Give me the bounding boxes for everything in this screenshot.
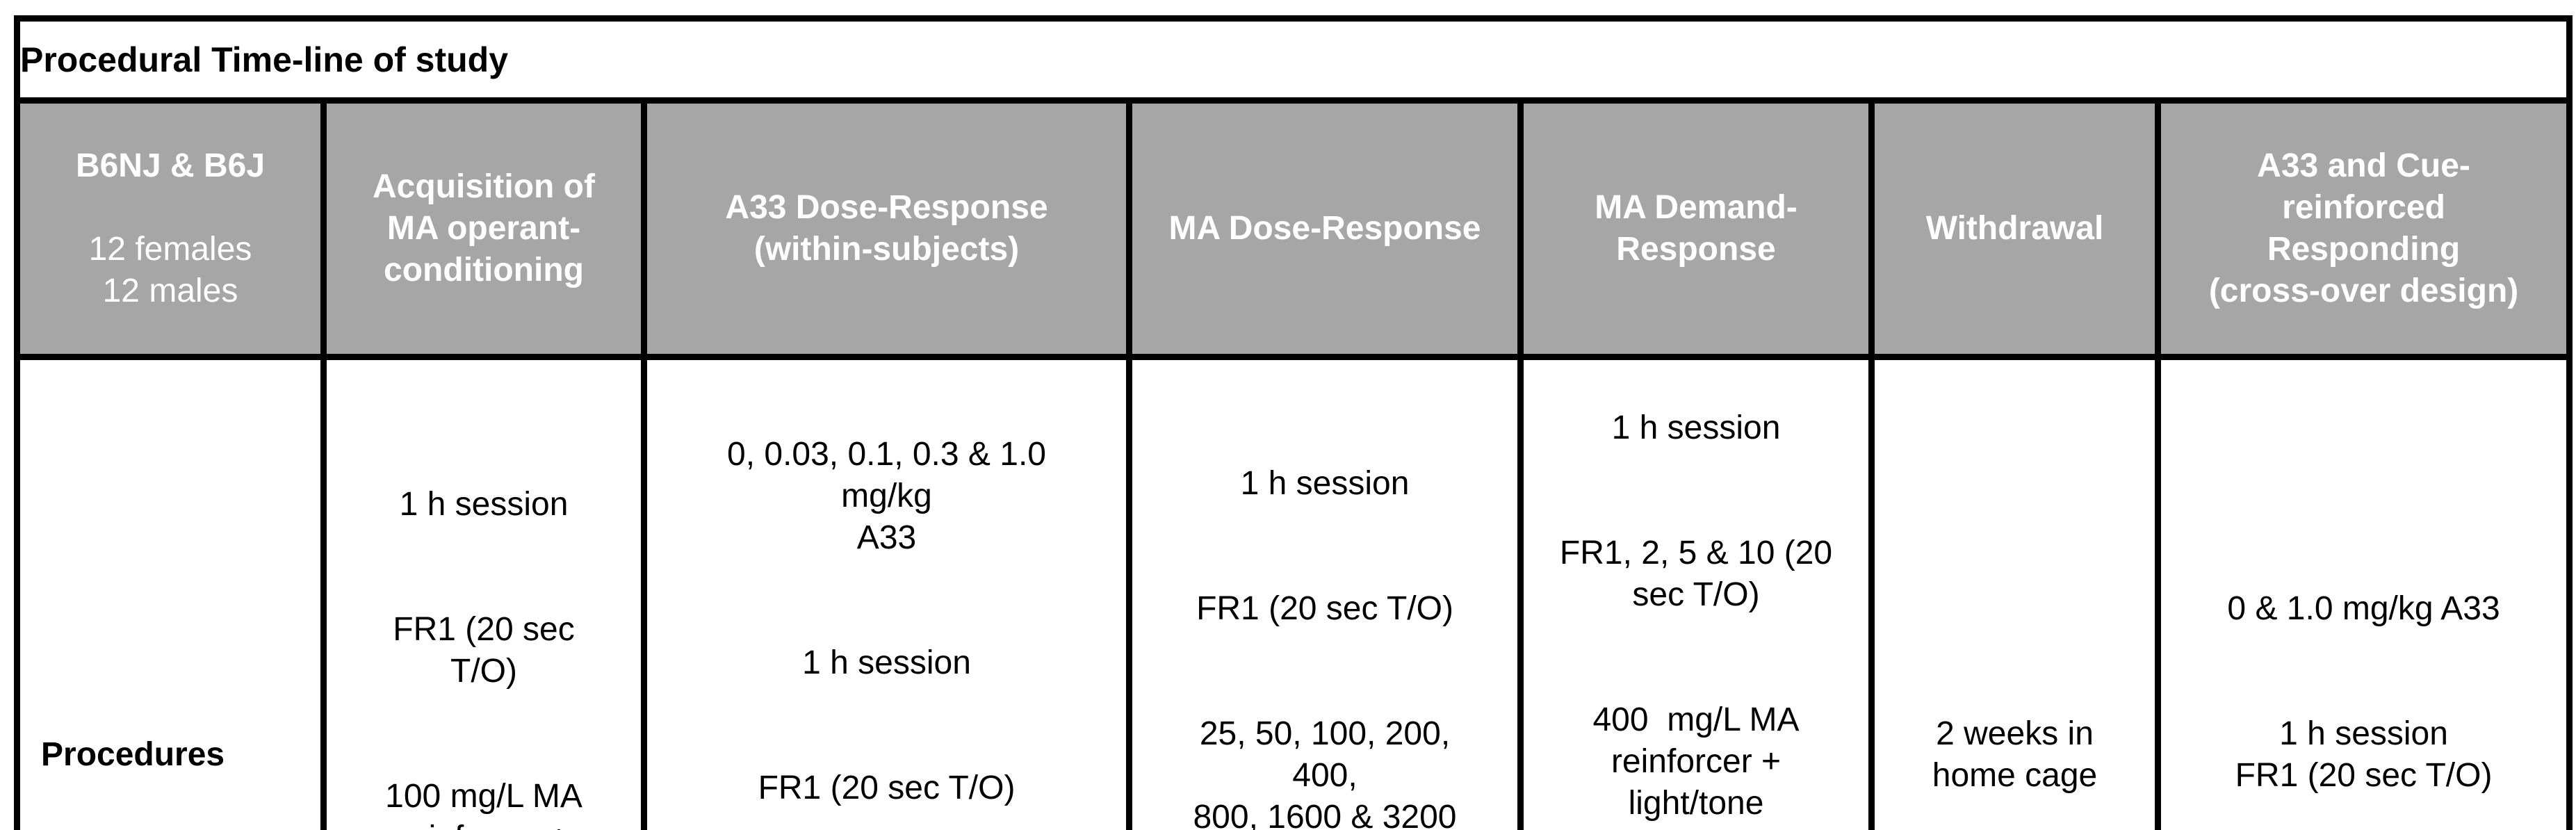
procedures-cell-a33-dose-response: 0, 0.03, 0.1, 0.3 & 1.0 mg/kg A33 1 h se… bbox=[641, 354, 1132, 830]
procedure-line: FR1 (20 sec T/O) bbox=[393, 611, 575, 690]
header-cell-ma-dose-response: MA Dose-Response bbox=[1126, 97, 1524, 360]
header-cell-a33-dose-response: A33 Dose-Response (within-subjects) bbox=[641, 97, 1132, 360]
procedure-line: 0, 0.03, 0.1, 0.3 & 1.0 mg/kg A33 bbox=[727, 436, 1046, 556]
header-cell-acquisition: Acquisition of MA operant- conditioning bbox=[320, 97, 647, 360]
procedure-line: FR1 (20 sec T/O) bbox=[1196, 590, 1453, 627]
table-title: Procedural Time-line of study bbox=[13, 15, 2573, 104]
procedure-line: 2 weeks in home cage bbox=[1932, 715, 2098, 794]
procedure-line: FR1 (20 sec T/O) bbox=[758, 770, 1016, 806]
procedure-line: 1 h session bbox=[1240, 465, 1410, 502]
procedure-line: 0 & 1.0 mg/kg A33 bbox=[2227, 590, 2500, 627]
procedures-cell-acquisition: 1 h session FR1 (20 sec T/O) 100 mg/L MA… bbox=[320, 354, 647, 830]
header-cell-ma-demand-response: MA Demand- Response bbox=[1517, 97, 1875, 360]
procedures-cell-ma-demand-response: 1 h session FR1, 2, 5 & 10 (20 sec T/O) … bbox=[1517, 354, 1875, 830]
header-row: B6NJ & B6J 12 females 12 males Acquisiti… bbox=[14, 97, 2573, 360]
cohort-strains: B6NJ & B6J bbox=[75, 147, 266, 184]
cohort-counts: 12 females 12 males bbox=[88, 231, 252, 309]
header-cell-a33-cue-responding: A33 and Cue- reinforced Responding (cros… bbox=[2154, 97, 2573, 360]
row-label-procedures: Procedures bbox=[14, 354, 327, 830]
procedures-row: Procedures 1 h session FR1 (20 sec T/O) … bbox=[14, 354, 2573, 830]
procedure-line: 1 h session bbox=[802, 644, 971, 681]
procedure-line: 1 h session bbox=[1611, 409, 1781, 446]
header-cell-cohort: B6NJ & B6J 12 females 12 males bbox=[14, 97, 327, 360]
header-cell-withdrawal: Withdrawal bbox=[1868, 97, 2161, 360]
procedure-line: FR1, 2, 5 & 10 (20 sec T/O) bbox=[1559, 535, 1833, 613]
procedures-cell-ma-dose-response: 1 h session FR1 (20 sec T/O) 25, 50, 100… bbox=[1126, 354, 1524, 830]
procedures-cell-withdrawal: 2 weeks in home cage bbox=[1868, 354, 2161, 830]
procedure-line: 400 mg/L MA reinforcer + light/tone bbox=[1592, 701, 1800, 822]
procedural-timeline-table: Procedural Time-line of study B6NJ & B6J… bbox=[13, 15, 2573, 830]
procedures-cell-a33-cue-responding: 0 & 1.0 mg/kg A33 1 h session FR1 (20 se… bbox=[2154, 354, 2573, 830]
procedure-line: 1 h session FR1 (20 sec T/O) bbox=[2235, 715, 2493, 794]
procedure-line: 1 h session bbox=[399, 486, 569, 523]
procedure-line: 25, 50, 100, 200, 400, 800, 1600 & 3200 … bbox=[1193, 715, 1457, 830]
title-row: Procedural Time-line of study bbox=[13, 15, 2573, 104]
procedure-line: 100 mg/L MA reinforcer + light/tone bbox=[385, 778, 582, 830]
